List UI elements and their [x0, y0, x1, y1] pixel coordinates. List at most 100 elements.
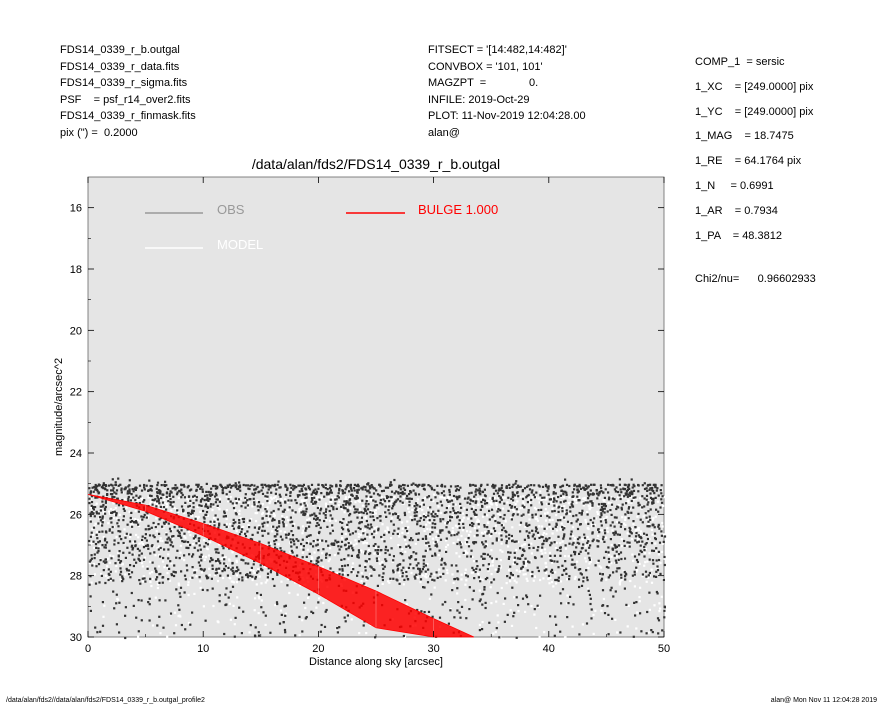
- obs-point: [527, 543, 531, 546]
- model-point: [568, 512, 571, 515]
- obs-point: [457, 489, 460, 492]
- obs-point: [406, 578, 409, 581]
- obs-point: [124, 606, 127, 609]
- model-point: [92, 562, 95, 566]
- obs-point: [118, 550, 121, 553]
- model-point: [524, 610, 527, 613]
- obs-point: [247, 562, 250, 565]
- obs-point: [318, 512, 321, 515]
- obs-point: [428, 545, 431, 548]
- obs-point: [540, 555, 543, 558]
- model-point: [112, 517, 115, 520]
- obs-point: [572, 603, 575, 606]
- obs-point: [276, 530, 279, 533]
- obs-point: [278, 486, 281, 489]
- obs-point: [378, 483, 381, 486]
- obs-point: [544, 483, 548, 486]
- obs-point: [652, 499, 655, 502]
- model-point: [534, 517, 537, 520]
- model-point: [397, 571, 400, 574]
- obs-point: [235, 570, 239, 573]
- obs-point: [571, 543, 574, 546]
- obs-point: [210, 577, 213, 580]
- obs-point: [648, 515, 651, 518]
- obs-point: [632, 506, 635, 509]
- obs-point: [365, 505, 368, 508]
- model-point: [281, 515, 284, 518]
- obs-point: [498, 521, 501, 524]
- obs-point: [508, 486, 511, 489]
- model-point: [643, 513, 647, 516]
- obs-point: [511, 539, 514, 542]
- obs-point: [90, 495, 93, 498]
- obs-point: [539, 514, 542, 517]
- model-point: [388, 581, 391, 584]
- model-point: [115, 517, 118, 520]
- obs-point: [633, 570, 636, 573]
- model-point: [306, 540, 309, 543]
- model-point: [370, 497, 373, 500]
- model-point: [186, 497, 189, 500]
- model-point: [248, 573, 252, 576]
- obs-point: [445, 511, 448, 514]
- obs-point: [647, 501, 650, 504]
- obs-point: [507, 509, 510, 512]
- obs-point: [604, 519, 607, 522]
- obs-point: [434, 512, 437, 516]
- obs-point: [631, 486, 634, 489]
- obs-point: [265, 485, 268, 488]
- model-point: [416, 498, 419, 501]
- obs-point: [562, 490, 565, 493]
- obs-point: [363, 582, 366, 585]
- obs-point: [620, 506, 623, 509]
- model-point: [439, 511, 442, 515]
- obs-point: [502, 526, 505, 529]
- obs-point: [330, 504, 333, 508]
- obs-point: [369, 511, 372, 514]
- obs-point: [275, 601, 279, 604]
- model-point: [149, 560, 152, 563]
- obs-point: [414, 577, 417, 580]
- obs-point: [559, 592, 562, 595]
- obs-point: [445, 506, 448, 510]
- obs-point: [138, 484, 142, 487]
- obs-point: [210, 487, 213, 490]
- model-point: [560, 496, 563, 499]
- obs-point: [93, 557, 96, 560]
- obs-point: [516, 513, 519, 516]
- obs-point: [540, 535, 543, 538]
- obs-point: [315, 500, 318, 503]
- model-point: [575, 498, 578, 501]
- obs-point: [482, 557, 485, 560]
- obs-point: [348, 499, 351, 502]
- obs-point: [446, 499, 449, 502]
- obs-point: [500, 486, 503, 489]
- obs-point: [561, 588, 565, 591]
- model-point: [231, 527, 234, 530]
- obs-point: [523, 549, 526, 553]
- obs-point: [611, 617, 614, 620]
- obs-point: [609, 524, 612, 527]
- model-point: [564, 508, 567, 511]
- model-point: [399, 574, 402, 577]
- obs-point: [579, 568, 582, 571]
- obs-point: [567, 602, 570, 605]
- obs-point: [90, 501, 94, 504]
- obs-point: [110, 511, 113, 514]
- model-point: [648, 552, 651, 555]
- model-point: [138, 542, 141, 545]
- model-point: [384, 529, 387, 533]
- obs-point: [115, 489, 119, 492]
- obs-point: [625, 490, 628, 493]
- model-point: [526, 579, 529, 582]
- obs-point: [604, 550, 608, 553]
- model-point: [512, 563, 515, 566]
- model-point: [229, 496, 232, 499]
- obs-point: [631, 574, 634, 577]
- obs-point: [632, 483, 635, 486]
- obs-point: [564, 499, 567, 502]
- model-point: [454, 524, 457, 527]
- model-point: [240, 526, 243, 529]
- obs-point: [160, 484, 163, 487]
- model-point: [619, 580, 622, 583]
